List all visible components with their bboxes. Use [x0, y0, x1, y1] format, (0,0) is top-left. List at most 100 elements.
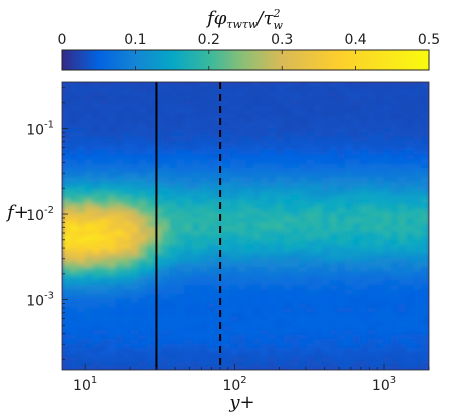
heatmap-cell: [344, 253, 354, 259]
heatmap-cell: [245, 145, 254, 151]
heatmap-cell: [421, 334, 429, 340]
heatmap-cell: [161, 194, 170, 200]
heatmap-cell: [69, 199, 78, 205]
heatmap-cell: [199, 253, 208, 259]
heatmap-cell: [344, 185, 354, 191]
heatmap-cell: [222, 244, 231, 250]
heatmap-cell: [161, 145, 170, 151]
heatmap-cell: [230, 140, 239, 146]
heatmap-cell: [291, 131, 300, 137]
heatmap-cell: [153, 361, 162, 367]
heatmap-cell: [329, 289, 338, 295]
heatmap-cell: [237, 100, 247, 106]
heatmap-cell: [62, 230, 71, 236]
heatmap-cell: [130, 230, 140, 236]
heatmap-cell: [344, 122, 354, 128]
heatmap-cell: [123, 104, 132, 110]
heatmap-cell: [352, 154, 361, 160]
x-tick-label: 102: [222, 375, 246, 394]
heatmap-cell: [360, 289, 369, 295]
heatmap-cell: [398, 131, 407, 137]
heatmap-cell: [191, 199, 201, 205]
heatmap-cell: [176, 190, 185, 196]
heatmap-cell: [130, 163, 140, 169]
heatmap-cell: [344, 208, 354, 214]
heatmap-cell: [199, 181, 208, 187]
heatmap-cell: [245, 284, 254, 290]
heatmap-cell: [161, 127, 170, 133]
heatmap-cell: [138, 316, 147, 322]
heatmap-cell: [367, 172, 377, 178]
heatmap-cell: [413, 194, 422, 200]
heatmap-cell: [130, 244, 140, 250]
heatmap-cell: [337, 347, 346, 353]
heatmap-cell: [299, 262, 308, 268]
heatmap-cell: [115, 122, 124, 128]
heatmap-cell: [344, 140, 354, 146]
heatmap-cell: [314, 320, 323, 326]
heatmap-cell: [291, 181, 300, 187]
heatmap-cell: [191, 172, 201, 178]
heatmap-cell: [375, 356, 384, 362]
heatmap-cell: [321, 95, 331, 101]
heatmap-cell: [214, 334, 224, 340]
heatmap-cell: [283, 127, 292, 133]
heatmap-cell: [237, 190, 247, 196]
heatmap-cell: [214, 248, 224, 254]
heatmap-cell: [268, 365, 277, 370]
heatmap-cell: [344, 275, 354, 281]
heatmap-cell: [276, 239, 285, 245]
heatmap-cell: [413, 280, 422, 286]
heatmap-cell: [245, 248, 254, 254]
heatmap-cell: [253, 167, 262, 173]
heatmap-cell: [344, 298, 354, 304]
heatmap-cell: [199, 176, 208, 182]
heatmap-cell: [321, 118, 331, 124]
heatmap-cell: [390, 140, 400, 146]
heatmap-cell: [222, 86, 231, 92]
heatmap-cell: [230, 217, 239, 223]
heatmap-cell: [245, 82, 254, 88]
heatmap-cell: [100, 208, 109, 214]
heatmap-cell: [383, 113, 392, 119]
heatmap-cell: [123, 145, 132, 151]
heatmap-cell: [161, 122, 170, 128]
heatmap-cell: [222, 320, 231, 326]
heatmap-cell: [138, 230, 147, 236]
heatmap-cell: [62, 280, 71, 286]
heatmap-cell: [138, 343, 147, 349]
heatmap-cell: [299, 127, 308, 133]
heatmap-cell: [153, 253, 162, 259]
heatmap-cell: [84, 365, 94, 370]
heatmap-cell: [100, 257, 109, 263]
heatmap-cell: [146, 109, 155, 115]
heatmap-cell: [115, 253, 124, 259]
heatmap-cell: [161, 167, 170, 173]
heatmap-cell: [406, 113, 415, 119]
heatmap-cell: [344, 131, 354, 137]
heatmap-cell: [107, 257, 117, 263]
heatmap-cell: [306, 257, 315, 263]
heatmap-cell: [283, 172, 292, 178]
heatmap-cell: [253, 271, 262, 277]
heatmap-cell: [199, 172, 208, 178]
heatmap-cell: [383, 361, 392, 367]
heatmap-cell: [207, 212, 216, 218]
heatmap-cell: [413, 149, 422, 155]
heatmap-cell: [360, 235, 369, 241]
heatmap-cell: [62, 298, 71, 304]
heatmap-cell: [398, 136, 407, 142]
heatmap-cell: [276, 311, 285, 317]
heatmap-cell: [92, 199, 101, 205]
heatmap-cell: [337, 194, 346, 200]
heatmap-cell: [299, 365, 308, 370]
heatmap-cell: [207, 109, 216, 115]
heatmap-cell: [253, 230, 262, 236]
heatmap-cell: [207, 158, 216, 164]
heatmap-cell: [100, 109, 109, 115]
heatmap-cell: [199, 311, 208, 317]
heatmap-cell: [146, 131, 155, 137]
heatmap-cell: [237, 316, 247, 322]
heatmap-cell: [383, 280, 392, 286]
heatmap-cell: [276, 293, 285, 299]
